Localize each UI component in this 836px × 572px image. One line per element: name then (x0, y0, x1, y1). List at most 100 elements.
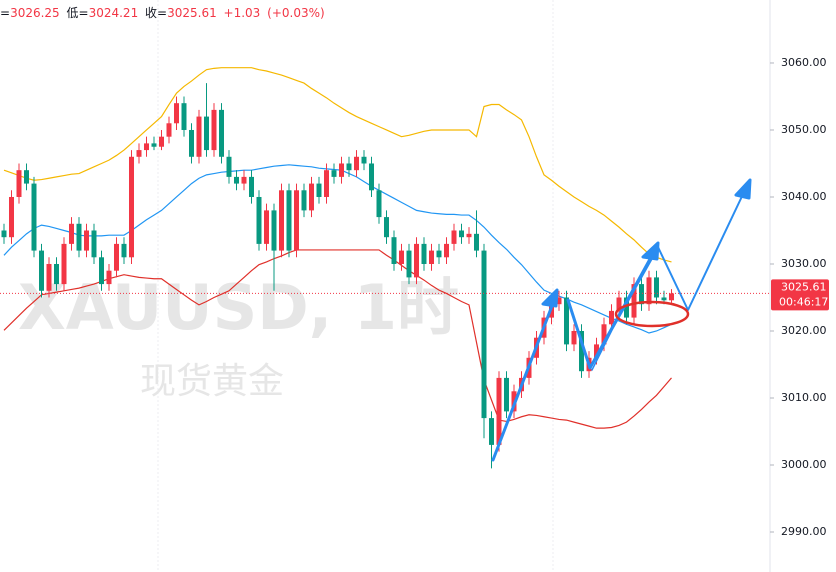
candle-body (219, 109, 224, 157)
band-line (3, 249, 672, 429)
candle-body (654, 277, 659, 298)
watermark-name: 现货黄金 (140, 361, 284, 402)
arrow (566, 248, 657, 370)
candle-body (271, 210, 277, 251)
candle-body (399, 250, 404, 264)
y-tick-label: 3020.00 (781, 324, 827, 337)
candle-body (331, 170, 337, 177)
candle-body (669, 293, 674, 301)
annotations (491, 178, 752, 462)
candle-body (376, 190, 382, 218)
candle-body (196, 116, 202, 157)
candle-body (226, 156, 232, 177)
candle-body (99, 257, 104, 285)
candle-body (279, 190, 284, 251)
candle-body (316, 183, 322, 197)
candle-body (234, 176, 239, 184)
candle-body (436, 250, 442, 258)
candle-body (31, 183, 37, 251)
arrowhead (734, 178, 752, 200)
arrowhead (541, 288, 559, 308)
plot (0, 67, 770, 469)
candle-body (211, 109, 217, 151)
change-pct: (+0.03%) (267, 6, 325, 20)
candle-body (189, 129, 194, 157)
candle-body (121, 243, 127, 258)
y-tick-label: 3050.00 (781, 123, 827, 136)
candle-body (76, 223, 82, 251)
candle-body (114, 243, 119, 271)
candle-body (346, 163, 352, 171)
price-label: 3025.61 (781, 280, 827, 293)
candle-body (444, 243, 449, 258)
label: 低= (67, 6, 89, 20)
price-axis-labels: 2990.00 3000.00 3010.00 3020.00 3030.00 3040.… (770, 56, 827, 538)
change: +1.03 (224, 6, 261, 20)
candle-body (286, 190, 292, 251)
candle-body (181, 103, 187, 130)
grid (157, 0, 554, 572)
candle-body (256, 196, 262, 244)
candle-body (474, 233, 479, 251)
ohlc-header: =3026.25 低=3024.21 收=3025.61 +1.03 (+0.0… (0, 6, 325, 20)
label: 收= (145, 6, 167, 20)
y-tick-label: 3000.00 (781, 458, 827, 471)
candle-body (466, 233, 472, 238)
candle-body (571, 330, 577, 345)
candle-body (16, 170, 22, 197)
candle-body (639, 284, 644, 305)
candle-body (609, 310, 614, 325)
candle-body (309, 183, 314, 211)
candle-body (556, 297, 562, 305)
candle-body (624, 297, 629, 318)
candle-body (9, 196, 14, 238)
candle-body (361, 156, 367, 164)
candle-body (504, 377, 509, 412)
candle-body (241, 176, 247, 184)
price-label-box (771, 279, 829, 311)
candle-body (69, 223, 74, 244)
candle-body (84, 230, 89, 251)
candle-body (91, 230, 97, 258)
candle-body (369, 163, 374, 191)
candle-body (616, 297, 622, 311)
candle-body (594, 344, 599, 358)
candle-body (61, 243, 67, 285)
candle-body (264, 210, 269, 244)
candle-body (151, 143, 157, 147)
candle-body (459, 230, 464, 238)
candle-body (294, 190, 299, 251)
candle-body (24, 170, 29, 184)
value: 3026.25 (10, 6, 60, 20)
candle-body (1, 230, 7, 238)
y-tick-label: 3040.00 (781, 190, 827, 203)
value: 3024.21 (89, 6, 139, 20)
candle-body (564, 297, 569, 345)
watermark-symbol: XAUUSD, 1时 (18, 271, 459, 344)
band-line (3, 67, 672, 263)
candle-body (324, 170, 329, 197)
candle-body (354, 156, 359, 171)
candle-body (391, 237, 397, 264)
candle-body (136, 150, 142, 157)
arrow (491, 296, 557, 462)
candle-body (106, 270, 112, 285)
candle-body (144, 143, 149, 151)
candle-body (174, 103, 179, 124)
candle-body (429, 250, 434, 264)
highlight-ellipse (614, 300, 690, 328)
candle-body (129, 156, 134, 258)
candle-body (601, 324, 607, 345)
candle-body (54, 263, 59, 285)
candle-body (301, 190, 307, 211)
candle-body (579, 330, 584, 372)
candle-body (414, 243, 419, 278)
candle-body (421, 243, 427, 264)
y-tick-label: 2990.00 (781, 525, 827, 538)
candle-body (204, 116, 209, 151)
band-line (3, 164, 672, 334)
arrow (656, 189, 746, 311)
candle-body (481, 250, 487, 419)
candle-body (339, 163, 344, 177)
